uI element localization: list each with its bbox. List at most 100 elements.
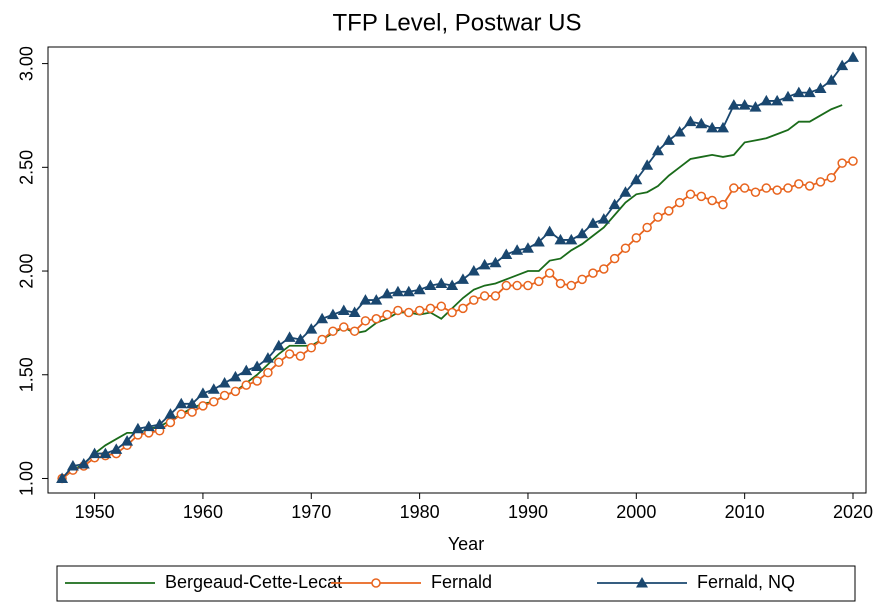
- data-point: [651, 144, 664, 156]
- legend-label: Fernald, NQ: [697, 572, 795, 592]
- data-point: [555, 278, 566, 289]
- data-point: [684, 115, 697, 127]
- data-point: [131, 422, 144, 434]
- data-point: [534, 276, 544, 287]
- data-point: [641, 159, 654, 170]
- y-tick-label: 2.00: [17, 254, 37, 289]
- data-point: [543, 225, 556, 237]
- x-tick-label: 1980: [400, 502, 440, 522]
- data-point: [207, 383, 220, 394]
- data-point: [349, 326, 360, 336]
- data-point: [209, 396, 219, 407]
- data-point: [240, 364, 253, 376]
- data-point: [456, 273, 469, 284]
- data-point: [609, 253, 620, 264]
- data-point: [371, 313, 382, 324]
- legend-label: Bergeaud-Cette-Lecat: [165, 572, 342, 592]
- x-axis-label: Year: [448, 534, 484, 554]
- data-point: [512, 280, 522, 291]
- data-point: [121, 435, 134, 446]
- x-tick-label: 2000: [616, 502, 656, 522]
- data-point: [328, 326, 338, 336]
- data-point: [565, 233, 578, 245]
- data-point: [305, 323, 318, 334]
- data-point: [413, 283, 426, 295]
- x-tick-label: 2020: [833, 502, 873, 522]
- data-point: [316, 312, 329, 324]
- data-point: [760, 94, 773, 106]
- data-point: [825, 74, 838, 85]
- data-point: [414, 305, 425, 316]
- x-tick-label: 1960: [183, 502, 223, 522]
- data-point: [393, 305, 403, 316]
- data-point: [391, 285, 404, 297]
- data-point: [792, 86, 805, 98]
- data-point: [696, 191, 707, 202]
- data-point: [56, 472, 69, 483]
- data-point: [727, 99, 740, 110]
- data-point: [664, 206, 674, 216]
- data-point: [77, 457, 90, 469]
- data-point: [458, 303, 468, 314]
- chart-title: TFP Level, Postwar US: [333, 9, 582, 36]
- x-tick-label: 2010: [725, 502, 765, 522]
- data-point: [490, 291, 501, 301]
- data-point: [229, 370, 242, 382]
- data-point: [837, 158, 847, 168]
- data-point: [772, 185, 782, 195]
- data-point: [597, 213, 610, 224]
- data-point: [326, 308, 339, 320]
- data-point: [761, 183, 772, 193]
- series-line: [61, 104, 843, 480]
- data-point: [836, 59, 849, 71]
- data-point: [544, 268, 555, 278]
- data-point: [272, 339, 285, 351]
- data-point: [619, 186, 632, 197]
- data-point: [695, 117, 708, 129]
- data-point: [218, 377, 231, 388]
- data-point: [673, 126, 686, 137]
- data-point: [404, 307, 414, 318]
- data-point: [599, 264, 609, 274]
- data-point: [142, 420, 155, 432]
- data-point: [339, 322, 349, 332]
- data-point: [261, 352, 274, 363]
- data-point: [576, 227, 589, 239]
- y-tick-label: 2.50: [17, 150, 37, 185]
- data-point: [501, 280, 512, 291]
- data-point: [478, 258, 491, 270]
- data-point: [532, 235, 545, 247]
- data-point: [716, 121, 729, 133]
- data-point: [263, 367, 273, 378]
- data-point: [317, 334, 327, 345]
- data-point: [521, 242, 534, 253]
- data-point: [500, 248, 513, 259]
- data-point: [251, 360, 264, 371]
- data-point: [348, 306, 361, 318]
- data-point: [196, 387, 209, 398]
- data-point: [586, 217, 599, 228]
- data-point: [729, 183, 739, 193]
- data-point: [99, 447, 112, 459]
- data-point: [631, 233, 642, 243]
- data-point: [153, 418, 166, 430]
- data-point: [381, 287, 394, 299]
- data-point: [803, 86, 816, 98]
- data-point: [284, 349, 295, 359]
- data-point: [653, 212, 663, 222]
- data-point: [295, 351, 306, 361]
- data-point: [566, 280, 577, 291]
- data-point: [815, 177, 826, 187]
- data-point: [175, 397, 188, 409]
- y-tick-label: 1.50: [17, 357, 37, 392]
- data-point: [630, 173, 643, 185]
- y-tick-label: 3.00: [17, 46, 37, 81]
- data-point: [489, 256, 502, 268]
- legend-marker: [636, 577, 648, 588]
- data-point: [588, 268, 598, 278]
- data-point: [402, 285, 415, 297]
- data-point: [446, 279, 459, 291]
- data-point: [685, 189, 696, 200]
- data-point: [337, 304, 350, 315]
